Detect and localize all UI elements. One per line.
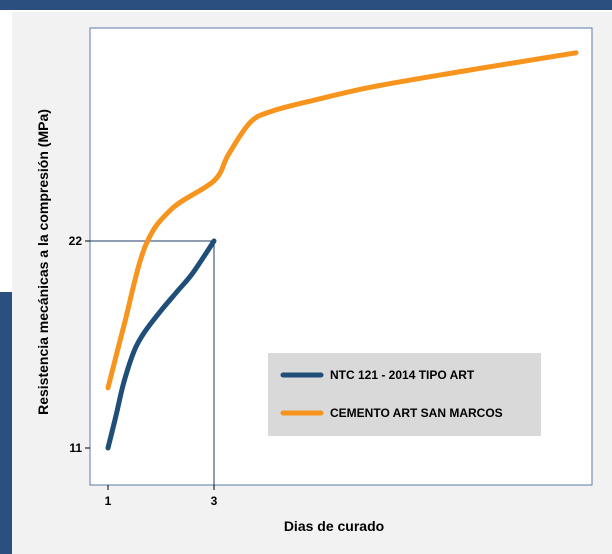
x-axis-title: Dias de curado <box>284 518 384 534</box>
legend: NTC 121 - 2014 TIPO ART CEMENTO ART SAN … <box>268 353 541 436</box>
top-accent-band <box>0 0 612 10</box>
legend-label-ntc: NTC 121 - 2014 TIPO ART <box>330 368 475 382</box>
y-tick-label: 22 <box>69 234 83 248</box>
series-line-ntc <box>105 238 217 451</box>
y-axis-title: Resistencia mecánicas a la compresión (M… <box>35 109 51 415</box>
legend-label-cemento: CEMENTO ART SAN MARCOS <box>330 406 503 420</box>
series-line-cemento <box>105 50 579 391</box>
legend-box <box>268 353 541 436</box>
y-ticks: 11 22 <box>69 234 90 455</box>
left-accent-band <box>0 292 12 554</box>
reference-lines <box>90 240 215 485</box>
series-layer <box>105 50 579 451</box>
y-tick-label: 11 <box>69 441 82 455</box>
x-tick-label: 1 <box>105 494 112 508</box>
x-tick-label: 3 <box>211 494 218 508</box>
